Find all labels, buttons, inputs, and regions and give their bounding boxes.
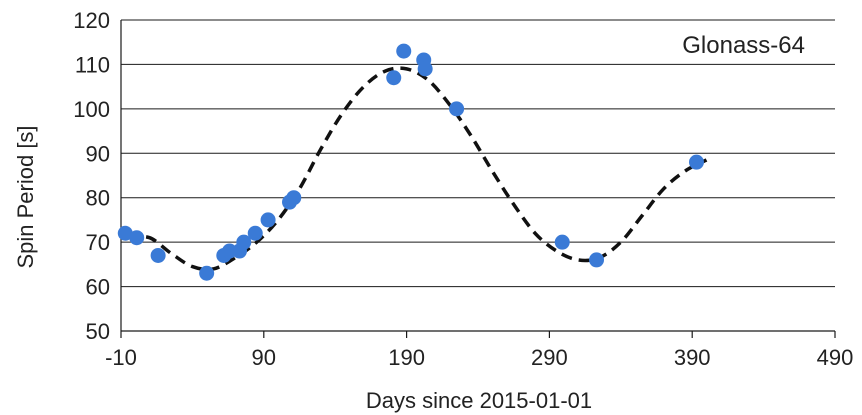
y-tick-label: 110 <box>75 52 110 77</box>
fit-curve <box>128 66 708 272</box>
x-tick-label: -10 <box>105 345 137 370</box>
data-point <box>688 154 704 170</box>
data-point <box>417 61 433 77</box>
x-tick-label: 290 <box>531 345 568 370</box>
data-point <box>260 212 276 228</box>
y-tick-label: 80 <box>86 186 110 211</box>
data-point <box>150 247 166 263</box>
x-axis-label: Days since 2015-01-01 <box>366 388 592 413</box>
y-tick-label: 100 <box>73 97 110 122</box>
x-tick-label: 90 <box>252 345 276 370</box>
data-point <box>554 234 570 250</box>
x-tick-label: 190 <box>388 345 425 370</box>
y-tick-labels: 50 60 70 80 90 100 110 120 <box>73 8 110 344</box>
y-tick-label: 70 <box>86 230 110 255</box>
data-point <box>199 265 215 281</box>
data-point <box>386 70 402 86</box>
chart-annotation: Glonass-64 <box>682 32 805 59</box>
data-point <box>396 43 412 59</box>
data-points <box>117 43 704 281</box>
data-point <box>449 101 465 117</box>
data-point <box>236 234 252 250</box>
y-axis-label: Spin Period [s] <box>13 125 38 268</box>
x-tick-labels: -10 90 190 290 390 490 <box>105 345 853 370</box>
fit-curve-layer <box>128 66 708 272</box>
y-tick-label: 90 <box>86 141 110 166</box>
x-tick-label: 390 <box>674 345 711 370</box>
axes <box>120 20 836 338</box>
y-tick-label: 50 <box>86 319 110 344</box>
x-tick-label: 490 <box>817 345 854 370</box>
data-point <box>247 225 263 241</box>
data-point <box>117 225 133 241</box>
data-point <box>129 230 145 246</box>
y-tick-label: 120 <box>73 8 110 33</box>
y-tick-label: 60 <box>86 275 110 300</box>
data-point <box>589 252 605 268</box>
data-point <box>286 190 302 206</box>
